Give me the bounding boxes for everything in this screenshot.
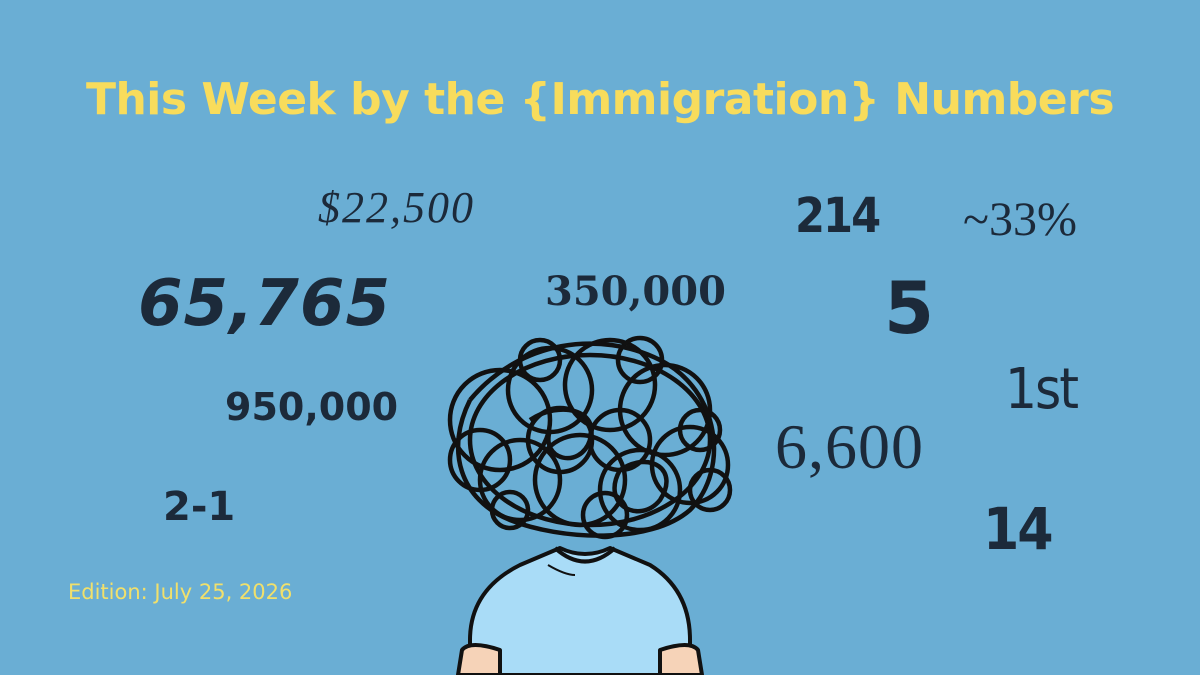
number: 214 <box>795 188 881 244</box>
number: 65,765 <box>138 267 391 341</box>
edition-date: Edition: July 25, 2026 <box>68 580 293 604</box>
number: 350,000 <box>545 268 726 315</box>
number: 950,000 <box>225 385 399 429</box>
number: 1st <box>1005 357 1079 422</box>
title: This Week by the {Immigration} Numbers <box>85 74 1115 125</box>
number: 5 <box>884 266 935 350</box>
number: $22,500 <box>318 183 475 232</box>
number: ~33% <box>963 193 1077 246</box>
number: 14 <box>983 495 1054 563</box>
number: 2-1 <box>163 484 236 530</box>
scribble-head <box>447 335 733 540</box>
person <box>456 546 704 675</box>
number: 6,600 <box>775 411 924 482</box>
